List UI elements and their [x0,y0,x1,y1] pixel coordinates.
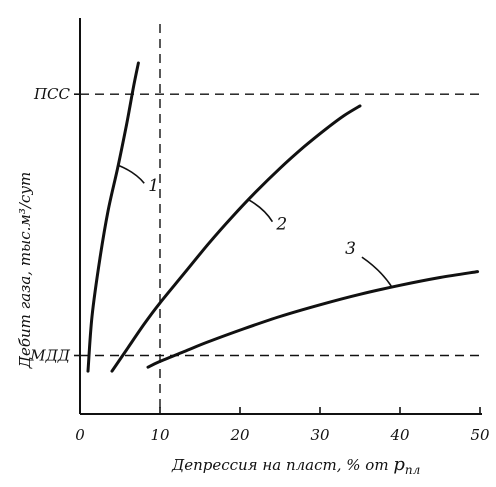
series-line-1 [86,61,140,373]
series-leader-3 [361,256,393,288]
series-leader-2 [248,199,274,223]
series-label-3: 3 [345,239,356,259]
x-tick-label: 10 [150,426,170,444]
x-tick-label: 50 [470,426,490,444]
x-axis-title: Депрессия на пласт, % от pпл [171,454,420,477]
reference-label: ПСС [33,85,71,103]
x-axis-title-subscript: пл [405,463,420,477]
labels-group: 1 2 3 Депрессия на пласт, % от pпл Дебит газ… [16,164,420,477]
series-leader-1 [117,164,145,184]
series-line-3 [146,270,480,369]
series-label-2: 2 [275,215,287,235]
x-axis-title-symbol: p [393,454,405,475]
x-tick-label: 40 [389,426,410,444]
series-label-1: 1 [148,176,159,196]
series-group [86,61,480,373]
x-tick-label: 0 [75,426,85,444]
y-axis-title: Дебит газа, тыс.м³/сут [16,172,34,370]
reference-lines: ПСС МДД [29,24,482,414]
axes: 0 10 20 30 40 50 [75,18,490,444]
x-tick-label: 30 [310,426,330,444]
x-tick-label: 20 [229,426,250,444]
series-line-2 [110,104,362,373]
x-axis-title-text: Депрессия на пласт, % от [171,456,393,474]
reference-label: МДД [29,347,71,365]
